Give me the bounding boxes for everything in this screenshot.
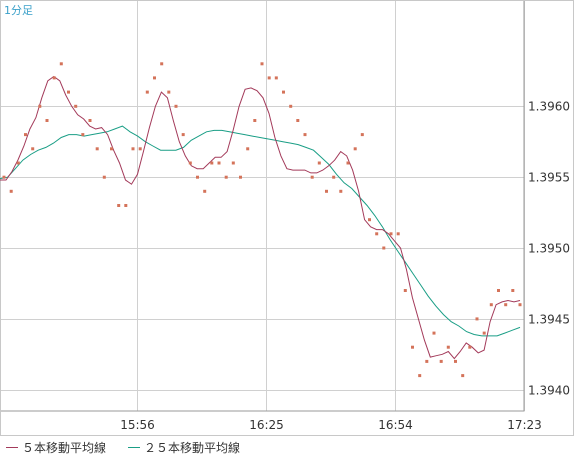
y-tick-label: 1.3945 <box>528 313 570 327</box>
data-point <box>174 104 178 108</box>
plot-background <box>0 0 574 436</box>
data-point <box>310 175 314 179</box>
data-point <box>317 161 321 165</box>
data-point <box>296 119 300 122</box>
data-point <box>59 62 63 66</box>
plot-frame <box>0 0 525 412</box>
legend-item-ma25: ２５本移動平均線 <box>128 439 240 456</box>
data-point <box>52 76 56 80</box>
data-point <box>239 175 242 179</box>
data-point <box>375 232 379 236</box>
y-tick-label: 1.3950 <box>528 242 570 256</box>
data-point <box>117 204 121 207</box>
legend-swatch-ma25 <box>128 446 141 448</box>
data-point <box>153 76 156 80</box>
data-point <box>131 147 135 151</box>
data-point <box>425 359 429 363</box>
data-point <box>67 90 70 94</box>
data-point <box>282 90 285 94</box>
data-point <box>368 218 371 222</box>
data-point <box>167 90 171 94</box>
x-tick-label: 17:23 <box>507 418 542 432</box>
x-tick-label: 16:25 <box>249 418 284 432</box>
series-line-ma5 <box>0 75 521 360</box>
data-point <box>81 133 85 137</box>
data-point <box>38 104 42 108</box>
tick-labels: 1.3940 1.3945 1.3950 1.3955 1.3960 15:56 16:25… <box>120 100 570 433</box>
data-point <box>88 119 92 122</box>
data-point <box>231 161 235 165</box>
data-point <box>31 147 35 151</box>
legend-label-ma5: ５本移動平均線 <box>22 440 107 455</box>
data-point <box>303 133 307 137</box>
y-tick-label: 1.3955 <box>528 171 570 185</box>
data-point <box>325 189 328 193</box>
chart: 1.3940 1.3945 1.3950 1.3955 1.3960 15:56 16:25… <box>0 0 574 436</box>
data-point <box>16 161 20 165</box>
legend-swatch-ma5 <box>6 446 18 448</box>
data-point <box>181 133 185 137</box>
data-point <box>489 303 493 307</box>
data-point <box>403 289 407 292</box>
data-point <box>224 175 228 179</box>
data-point <box>253 119 257 122</box>
data-point <box>95 147 99 151</box>
data-point <box>439 359 443 363</box>
data-point <box>360 133 364 137</box>
data-point <box>9 189 13 193</box>
data-point <box>203 189 207 193</box>
data-point <box>45 119 49 122</box>
data-point <box>260 62 264 66</box>
data-point <box>461 374 465 378</box>
data-point <box>389 232 393 236</box>
data-point <box>2 175 6 179</box>
data-point <box>196 175 199 179</box>
data-point <box>396 232 400 236</box>
period-label: 1分足 <box>4 4 33 17</box>
y-tick-label: 1.3960 <box>528 100 570 114</box>
data-point <box>267 76 271 80</box>
data-point <box>102 175 106 179</box>
data-point <box>332 175 336 179</box>
data-point <box>160 62 164 66</box>
data-point <box>289 104 293 108</box>
x-tick-label: 16:54 <box>378 418 413 432</box>
data-point <box>475 317 479 321</box>
data-point <box>518 303 522 307</box>
legend-label-ma25: ２５本移動平均線 <box>144 440 241 455</box>
data-point <box>454 359 457 363</box>
data-point <box>418 374 422 378</box>
x-tick-label: 15:56 <box>120 418 155 432</box>
series <box>0 62 522 378</box>
data-point <box>468 345 472 349</box>
data-point <box>446 345 450 349</box>
data-point <box>339 189 343 193</box>
data-point <box>511 289 515 292</box>
data-point <box>497 289 500 292</box>
data-point <box>217 161 221 165</box>
data-point <box>74 104 78 108</box>
data-point <box>24 133 27 137</box>
data-point <box>124 204 128 207</box>
data-point <box>246 147 250 151</box>
data-point <box>145 90 149 94</box>
data-point <box>110 147 113 151</box>
legend-item-ma5: ５本移動平均線 <box>6 439 106 456</box>
data-point <box>346 161 350 165</box>
y-tick-label: 1.3940 <box>528 384 570 398</box>
data-point <box>210 161 214 165</box>
data-point <box>382 246 386 250</box>
data-point <box>138 147 142 151</box>
legend: ５本移動平均線 ２５本移動平均線 <box>6 436 566 458</box>
data-point <box>482 331 486 335</box>
data-point <box>274 76 278 80</box>
data-point <box>353 147 357 151</box>
data-point <box>411 345 414 349</box>
data-point <box>504 303 508 307</box>
data-point <box>188 161 192 165</box>
series-line-ma25 <box>0 125 521 337</box>
data-point <box>432 331 436 335</box>
